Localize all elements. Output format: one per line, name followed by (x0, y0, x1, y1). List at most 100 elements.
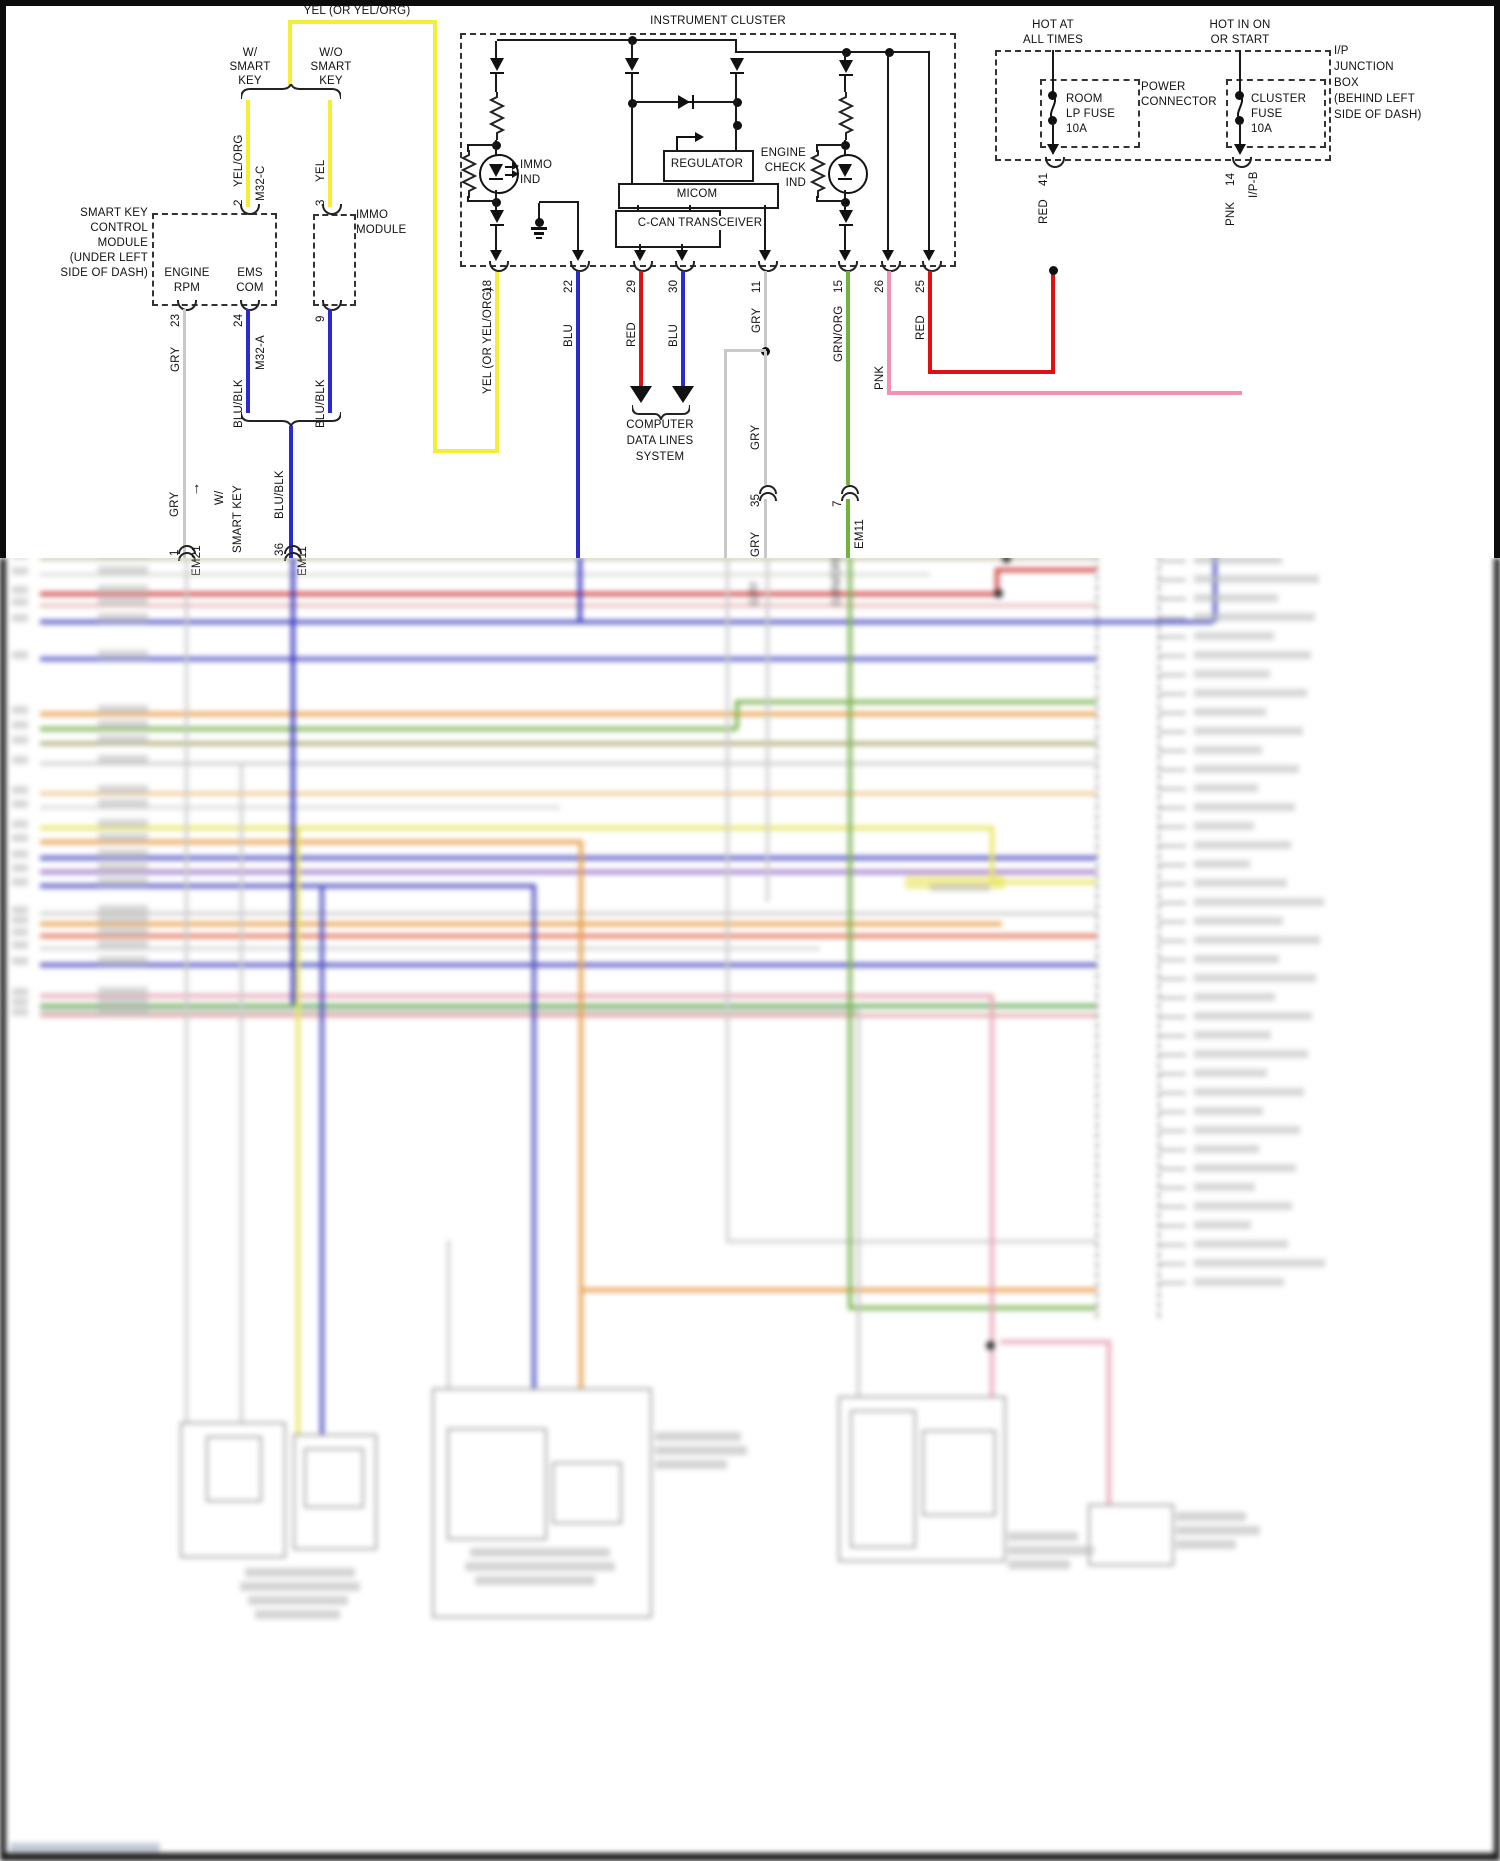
blurred-label (475, 1576, 595, 1585)
blurred-label (1194, 1088, 1304, 1096)
wire (887, 53, 889, 250)
blurred-label (245, 1568, 355, 1577)
ground-icon (536, 237, 542, 239)
diode-icon (625, 58, 639, 71)
wire-gray (724, 349, 727, 558)
wire-gray (764, 271, 767, 351)
blurred-label (1194, 1050, 1308, 1058)
blurred-stub (1160, 579, 1186, 581)
blurred-stub (1160, 864, 1186, 866)
pin24-color: BLU/BLK (233, 379, 245, 428)
blurred-pin-label (12, 706, 28, 714)
blurred-label (1008, 1546, 1094, 1555)
pin9-color: BLU/BLK (315, 379, 327, 428)
inline-connector-35 (759, 485, 777, 494)
wo-smart-key-label: SMART (310, 61, 352, 73)
blurred-connector-column (1096, 558, 1098, 1318)
wire-blue (681, 271, 685, 386)
diode-bar (625, 72, 639, 74)
wire (631, 41, 633, 58)
blurred-label (1008, 1532, 1078, 1541)
arrow-down-icon (672, 386, 694, 403)
fuse41-color: RED (1038, 199, 1050, 224)
blurred-wire (40, 762, 1096, 765)
cluster-pin-29 (633, 261, 653, 272)
blurred-stub (1160, 1244, 1186, 1246)
blurred-pin-label (12, 957, 28, 965)
blurred-label (1194, 841, 1291, 849)
ip-box-label: JUNCTION (1334, 61, 1394, 73)
border-right (1494, 0, 1500, 558)
resistor-icon (489, 92, 505, 140)
blurred-stub (1160, 712, 1186, 714)
blurred-stub (1160, 1206, 1186, 1208)
diode-icon (839, 60, 853, 73)
wire (467, 196, 469, 202)
diode-right-icon (678, 95, 690, 109)
resistor-icon (810, 150, 826, 198)
fuse14-connector: I/P-B (1248, 171, 1260, 198)
wo-smart-key-label: KEY (319, 75, 343, 87)
up-arrow-icon: ↑ (193, 480, 201, 497)
power-connector-label: CONNECTOR (1141, 96, 1217, 108)
out1-number: 1 (169, 549, 181, 556)
room-fuse-box (1040, 79, 1140, 148)
blurred-label (98, 585, 148, 594)
blurred-pin-label (12, 864, 28, 872)
junction-dot (841, 198, 850, 207)
engine-rpm-label: RPM (173, 282, 201, 294)
blurred-stub (1160, 1282, 1186, 1284)
pin2-connector: M32-C (255, 165, 267, 201)
wire (495, 190, 497, 202)
inline-connector-35 (759, 492, 777, 501)
blurred-wire (735, 700, 1096, 704)
blurred-pin-label (12, 736, 28, 744)
blurred-stub (1160, 940, 1186, 942)
blurred-label (98, 987, 148, 996)
wire (764, 205, 766, 252)
cluster-fuse-label: FUSE (1251, 108, 1283, 120)
ip-junction-box (995, 50, 1331, 161)
blurred-label (1176, 1512, 1246, 1521)
wire (495, 74, 497, 92)
wire (1052, 50, 1054, 93)
arrow-down-icon (1047, 144, 1059, 155)
blurred-label (1194, 993, 1275, 1001)
junction-dot (842, 48, 851, 57)
blurred-wire (532, 884, 536, 1390)
wire (497, 39, 737, 41)
smart-key-module-box (152, 213, 277, 306)
diode-bar (730, 72, 744, 74)
fuse-dot (1048, 116, 1057, 125)
pin24-number: 24 (233, 313, 245, 327)
connector-pin (240, 300, 260, 311)
blurred-stub (1160, 807, 1186, 809)
room-fuse-label: 10A (1066, 123, 1088, 135)
blurred-wire (578, 558, 582, 622)
pin2-color: YEL/ORG (233, 134, 245, 187)
resistor-icon (838, 92, 854, 140)
instrument-cluster-title: INSTRUMENT CLUSTER (650, 15, 786, 27)
blurred-label (1194, 860, 1250, 868)
connector-41 (1045, 157, 1065, 168)
wire (816, 200, 846, 202)
wire-blue (289, 426, 293, 558)
immo-module-box (313, 214, 356, 306)
blurred-label (1194, 936, 1320, 944)
immo-module-label: IMMO (356, 209, 389, 221)
blurred-wire (726, 1240, 1096, 1243)
wire-pink (887, 271, 891, 393)
blurred-stub (1160, 978, 1186, 980)
blurred-label (1008, 1560, 1070, 1569)
w-smart-key-note: W/ (214, 490, 226, 505)
blurred-label (98, 755, 148, 764)
blurred-label (98, 940, 148, 949)
pin22-number: 22 (563, 279, 575, 293)
regulator-arrow-head (695, 132, 704, 142)
blurred-box (293, 1434, 377, 1550)
wire (495, 148, 497, 156)
wire-green (846, 271, 850, 485)
diode-bar (839, 74, 853, 76)
blurred-wire (296, 826, 300, 1434)
blurred-pin-label (12, 850, 28, 858)
